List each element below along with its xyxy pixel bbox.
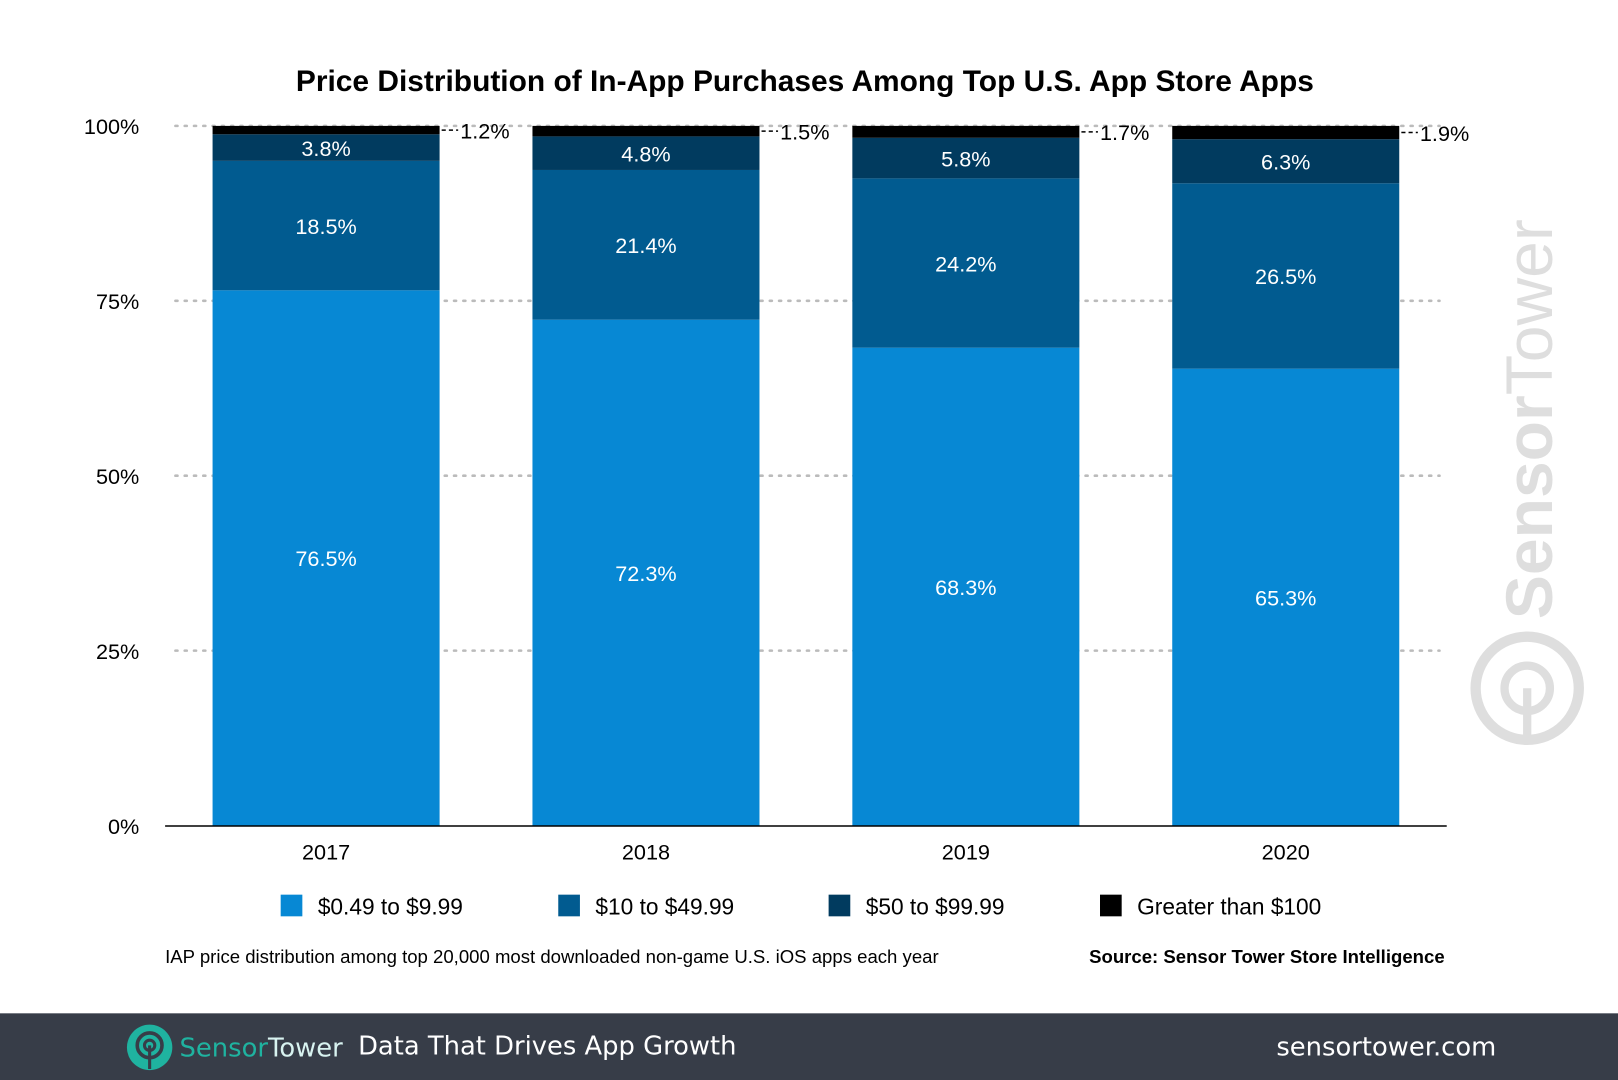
data-label: 26.5% [1255, 264, 1316, 289]
bar-segment [1172, 368, 1400, 826]
watermark-logo-icon [1470, 631, 1584, 746]
data-label: 1.7% [1100, 120, 1149, 145]
footer-tagline: Data That Drives App Growth [358, 1030, 737, 1061]
bar-segment [1172, 125, 1400, 140]
logo-sensor: Sensor [179, 1032, 268, 1063]
bar-segment [1172, 139, 1400, 184]
legend-item: $0.49 to $9.99 [280, 893, 463, 919]
data-label: 68.3% [935, 575, 996, 600]
sensortower-watermark: SensorTower [1470, 219, 1584, 746]
bar-segment [852, 125, 1080, 138]
chart-source: Source: Sensor Tower Store Intelligence [1089, 946, 1445, 967]
bar-segment [532, 125, 760, 137]
data-label: 24.2% [935, 251, 996, 276]
legend-swatch [280, 894, 303, 917]
legend-label: $50 to $99.99 [866, 893, 1005, 919]
watermark-text: SensorTower [1492, 219, 1566, 619]
x-tick-label: 2017 [302, 840, 350, 865]
bar-segment [212, 134, 440, 161]
x-tick-label: 2019 [942, 840, 990, 865]
data-label: 76.5% [295, 546, 356, 571]
bar-segment [852, 347, 1080, 826]
footer-bar: SensorTower Data That Drives App Growth … [0, 1013, 1618, 1080]
legend-swatch [828, 894, 851, 917]
bar-segment [532, 319, 760, 826]
data-label: 1.9% [1420, 121, 1469, 146]
y-tick-label: 50% [96, 464, 139, 489]
x-tick-label: 2020 [1262, 840, 1310, 865]
legend-item: Greater than $100 [1100, 893, 1321, 919]
legend-item: $50 to $99.99 [828, 893, 1005, 919]
logo-tower: Tower [267, 1032, 343, 1063]
data-label: 4.8% [621, 141, 670, 166]
stacked-bar-chart: Price Distribution of In-App Purchases A… [84, 65, 1584, 967]
data-label: 65.3% [1255, 585, 1316, 610]
sensortower-logo-icon [126, 1024, 173, 1071]
legend-swatch [1100, 894, 1122, 917]
bar-segment [852, 137, 1080, 179]
bar-segment [852, 178, 1080, 348]
x-tick-label: 2018 [622, 840, 670, 865]
legend-item: $10 to $49.99 [558, 893, 734, 919]
bar-segment [212, 290, 440, 826]
bar-segment [1172, 183, 1400, 369]
y-tick-label: 100% [84, 114, 139, 139]
data-label: 1.2% [460, 118, 509, 143]
chart-title: Price Distribution of In-App Purchases A… [296, 65, 1314, 98]
data-label: 72.3% [615, 561, 676, 586]
data-label: 5.8% [941, 146, 990, 171]
y-tick-label: 0% [108, 814, 139, 839]
legend-swatch [558, 894, 580, 917]
bar-segment [212, 160, 440, 291]
y-tick-label: 25% [96, 639, 139, 664]
data-label: 3.8% [301, 136, 350, 161]
data-label: 1.5% [780, 119, 829, 144]
footer-website-link[interactable]: sensortower.com [1276, 1031, 1497, 1062]
bar-segment [532, 136, 760, 170]
data-label: 21.4% [615, 233, 676, 258]
legend-label: Greater than $100 [1137, 893, 1321, 919]
data-label: 18.5% [295, 214, 356, 239]
bar-segment [532, 169, 760, 320]
legend-label: $0.49 to $9.99 [318, 893, 463, 919]
y-tick-label: 75% [96, 289, 139, 314]
legend-label: $10 to $49.99 [595, 893, 734, 919]
data-label: 6.3% [1261, 149, 1310, 174]
bar-segment [212, 125, 440, 135]
sensortower-logo: SensorTower [126, 1024, 343, 1071]
chart-note: IAP price distribution among top 20,000 … [165, 946, 939, 967]
